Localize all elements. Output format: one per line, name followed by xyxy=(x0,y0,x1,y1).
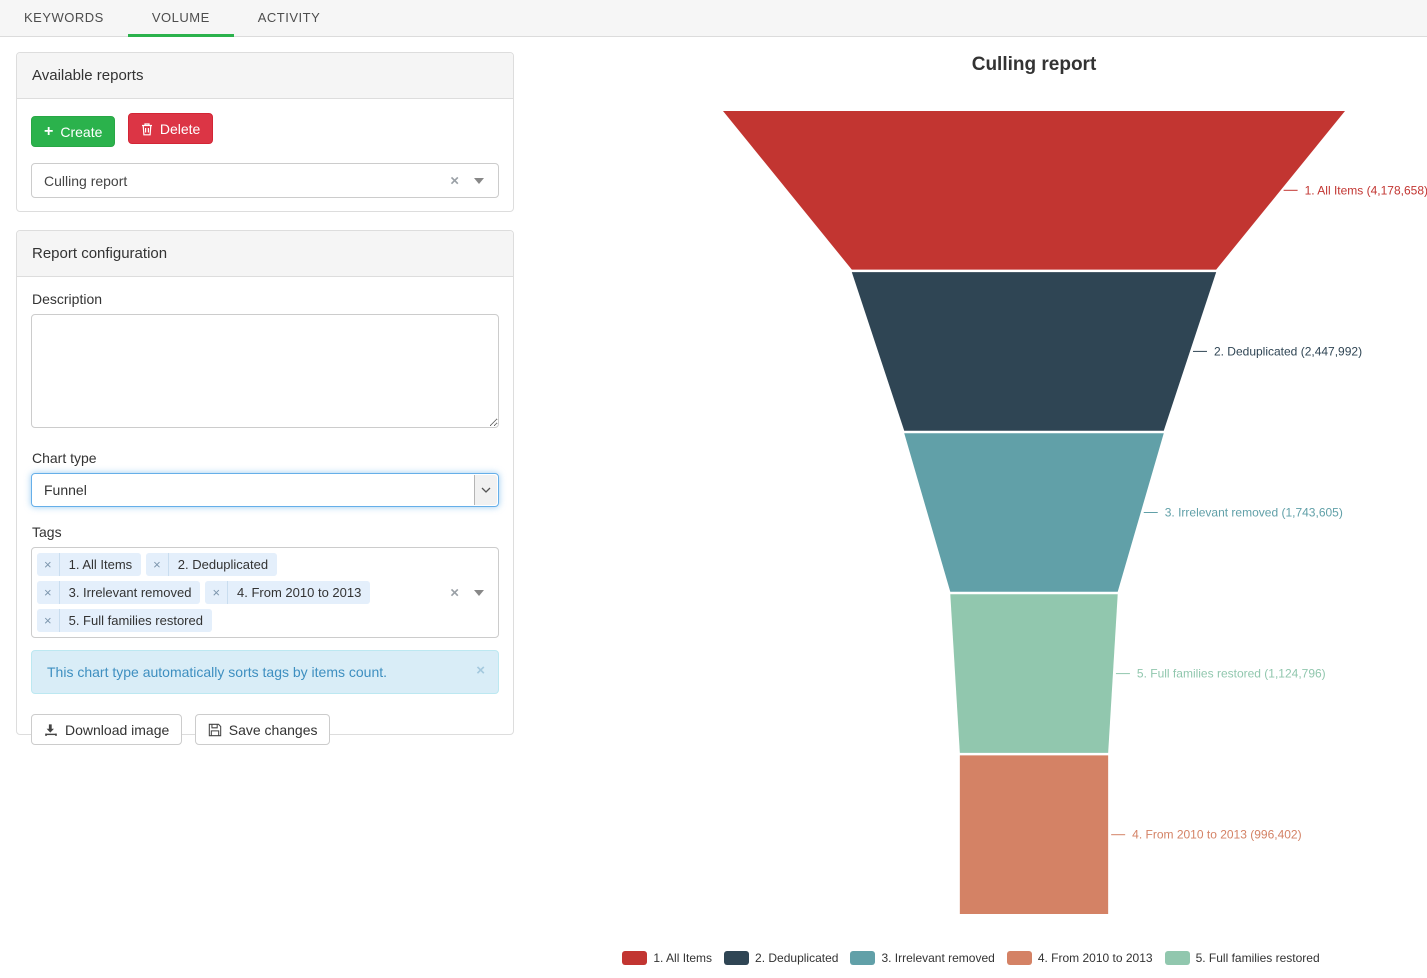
funnel-segment[interactable] xyxy=(851,272,1217,431)
tab-activity[interactable]: ACTIVITY xyxy=(257,10,321,25)
remove-tag-icon[interactable]: × xyxy=(37,553,60,576)
caret-down-icon[interactable] xyxy=(474,177,484,184)
legend-label: 1. All Items xyxy=(653,951,713,965)
tag-chip[interactable]: × 3. Irrelevant removed xyxy=(37,581,201,604)
chart-type-label: Chart type xyxy=(32,450,97,466)
delete-report-button[interactable]: Delete xyxy=(127,113,214,144)
tab-volume[interactable]: VOLUME xyxy=(127,0,234,37)
legend-item[interactable]: 4. From 2010 to 2013 xyxy=(1006,951,1153,965)
legend-label: 2. Deduplicated xyxy=(755,951,839,965)
clear-selection-icon[interactable]: × xyxy=(450,172,459,189)
delete-button-label: Delete xyxy=(159,120,201,137)
funnel-label: 4. From 2010 to 2013 (996,402) xyxy=(1132,828,1301,842)
remove-tag-icon[interactable]: × xyxy=(146,553,169,576)
trash-icon xyxy=(141,122,153,136)
legend-item[interactable]: 1. All Items xyxy=(622,951,712,965)
tags-label: Tags xyxy=(32,524,62,540)
report-select[interactable]: Culling report × xyxy=(31,163,499,198)
legend-marker-icon xyxy=(850,951,876,965)
download-image-label: Download image xyxy=(65,721,170,738)
legend-marker-icon xyxy=(1006,951,1032,965)
remove-tag-icon[interactable]: × xyxy=(37,581,60,604)
chart-title: Culling report xyxy=(972,54,1097,75)
info-alert: This chart type automatically sorts tags… xyxy=(31,650,499,694)
description-textarea[interactable] xyxy=(31,314,499,428)
funnel-label: 3. Irrelevant removed (1,743,605) xyxy=(1165,506,1343,520)
legend-label: 4. From 2010 to 2013 xyxy=(1037,951,1153,965)
description-label: Description xyxy=(32,291,103,307)
save-changes-button[interactable]: Save changes xyxy=(194,714,331,745)
tag-chip-label: 5. Full families restored xyxy=(68,613,203,628)
remove-tag-icon[interactable]: × xyxy=(37,609,60,632)
funnel-segment[interactable] xyxy=(723,111,1345,270)
tags-caret-down-icon[interactable] xyxy=(474,589,484,596)
legend-marker-icon xyxy=(1164,951,1190,965)
save-icon xyxy=(208,723,222,737)
available-reports-title: Available reports xyxy=(17,53,513,99)
create-report-button[interactable]: + Create xyxy=(31,116,116,147)
tag-chip[interactable]: × 2. Deduplicated xyxy=(146,553,278,576)
alert-close-icon[interactable]: × xyxy=(476,662,485,679)
report-configuration-body: Description Chart type Funnel Tags × 1. A… xyxy=(17,277,513,759)
save-changes-label: Save changes xyxy=(228,721,318,738)
tag-chip-label: 2. Deduplicated xyxy=(177,557,269,572)
funnel-svg: Culling report 1. All Items (4,178,658) 2.… xyxy=(723,54,1427,914)
tag-chip[interactable]: × 1. All Items xyxy=(37,553,142,576)
legend-marker-icon xyxy=(724,951,750,965)
tag-chip-label: 4. From 2010 to 2013 xyxy=(237,585,362,600)
legend-item[interactable]: 5. Full families restored xyxy=(1164,951,1320,965)
remove-tag-icon[interactable]: × xyxy=(205,581,229,604)
info-alert-text: This chart type automatically sorts tags… xyxy=(47,664,388,680)
report-select-value: Culling report xyxy=(44,172,128,189)
available-reports-body: + Create Delete Culling report × xyxy=(17,99,513,212)
legend-marker-icon xyxy=(622,951,648,965)
funnel-segment[interactable] xyxy=(959,755,1109,914)
tag-chip[interactable]: × 5. Full families restored xyxy=(37,609,212,632)
legend-item[interactable]: 2. Deduplicated xyxy=(724,951,838,965)
funnel-segment[interactable] xyxy=(950,594,1118,753)
tag-chip-label: 3. Irrelevant removed xyxy=(68,585,192,600)
chart-legend: 1. All Items 2. Deduplicated 3. Irrelevant… xyxy=(515,951,1427,965)
funnel-chart-area: Culling report 1. All Items (4,178,658) 2.… xyxy=(515,0,1427,978)
legend-label: 5. Full families restored xyxy=(1195,951,1320,965)
chart-type-value: Funnel xyxy=(44,482,87,498)
funnel-label: 5. Full families restored (1,124,796) xyxy=(1137,667,1326,681)
report-configuration-title: Report configuration xyxy=(17,231,513,277)
plus-icon: + xyxy=(44,122,54,140)
report-configuration-panel: Report configuration Description Chart t… xyxy=(16,230,514,745)
legend-label: 3. Irrelevant removed xyxy=(881,951,995,965)
chevron-down-icon xyxy=(481,487,491,493)
tag-chip[interactable]: × 4. From 2010 to 2013 xyxy=(205,581,371,604)
tab-keywords[interactable]: KEYWORDS xyxy=(24,10,104,25)
download-image-button[interactable]: Download image xyxy=(31,714,183,745)
funnel-label: 1. All Items (4,178,658) xyxy=(1305,183,1427,197)
funnel-label: 2. Deduplicated (2,447,992) xyxy=(1214,344,1362,358)
available-reports-panel: Available reports + Create Delete Cullin… xyxy=(16,52,514,212)
legend-item[interactable]: 3. Irrelevant removed xyxy=(850,951,995,965)
download-icon xyxy=(44,723,58,737)
tag-chip-label: 1. All Items xyxy=(68,557,133,572)
clear-tags-icon[interactable]: × xyxy=(450,584,459,601)
tab-bar: KEYWORDS VOLUME ACTIVITY xyxy=(0,0,1427,37)
chart-type-select[interactable]: Funnel xyxy=(31,473,499,507)
funnel-segment[interactable] xyxy=(904,433,1164,592)
tags-multiselect[interactable]: × 1. All Items × 2. Deduplicated × 3. Irrelev… xyxy=(31,547,499,638)
select-arrow-box[interactable] xyxy=(474,475,497,505)
create-button-label: Create xyxy=(60,123,103,140)
